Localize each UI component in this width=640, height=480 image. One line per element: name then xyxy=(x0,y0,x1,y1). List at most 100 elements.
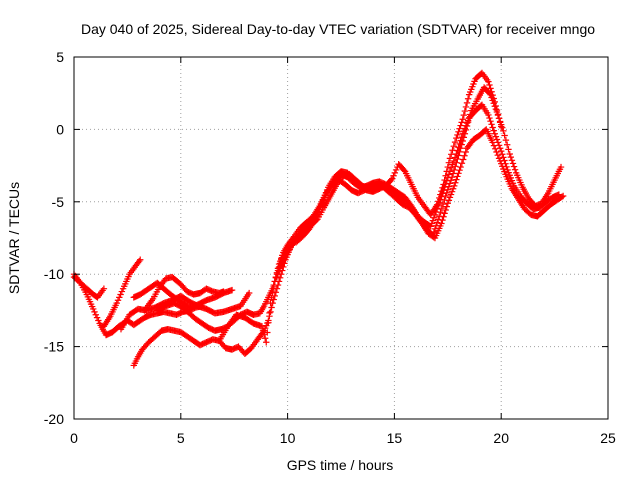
data-point xyxy=(456,166,463,174)
data-point xyxy=(433,201,441,208)
data-point xyxy=(502,136,510,144)
data-point xyxy=(459,116,466,123)
data-point xyxy=(437,191,444,198)
data-point xyxy=(438,220,445,227)
data-point xyxy=(506,150,513,158)
data-point xyxy=(391,169,399,177)
data-point xyxy=(559,192,567,200)
data-point xyxy=(467,111,474,118)
data-point xyxy=(437,209,444,216)
data-point xyxy=(459,156,467,163)
data-point xyxy=(449,147,456,154)
data-point xyxy=(461,152,468,159)
data-point xyxy=(265,319,272,326)
data-point xyxy=(446,180,454,187)
data-point xyxy=(428,220,435,227)
data-point xyxy=(451,166,458,174)
data-point xyxy=(259,327,267,334)
data-point xyxy=(441,196,448,204)
data-point xyxy=(489,139,496,146)
y-axis-label: SDTVAR / TECUs xyxy=(6,182,22,294)
data-point xyxy=(487,117,494,125)
data-point xyxy=(439,200,447,208)
data-point xyxy=(446,194,454,201)
data-point xyxy=(557,163,565,171)
data-point xyxy=(491,98,498,106)
series-track-12 xyxy=(292,69,505,246)
data-point xyxy=(400,166,408,174)
data-point xyxy=(455,128,462,136)
data-point xyxy=(445,159,453,166)
series-track-11 xyxy=(275,84,565,272)
x-tick-label: 15 xyxy=(387,430,403,446)
data-point xyxy=(443,189,450,197)
data-point xyxy=(439,184,446,192)
data-point xyxy=(427,223,434,230)
series-track-3 xyxy=(100,256,144,330)
data-point xyxy=(461,130,469,137)
data-point xyxy=(436,194,443,202)
data-point xyxy=(457,122,464,129)
data-point xyxy=(258,323,266,330)
data-point xyxy=(260,331,268,338)
data-point xyxy=(274,281,282,289)
data-point xyxy=(489,91,496,99)
data-point xyxy=(494,110,502,118)
data-point xyxy=(116,294,123,301)
x-tick-label: 10 xyxy=(280,430,296,446)
data-point xyxy=(137,256,144,263)
data-point xyxy=(454,131,461,139)
data-point xyxy=(488,121,495,128)
data-point xyxy=(493,148,500,156)
data-point xyxy=(496,145,504,152)
data-point xyxy=(271,278,278,285)
data-point xyxy=(266,309,273,317)
data-point xyxy=(228,286,236,294)
data-point xyxy=(502,160,509,167)
data-point xyxy=(503,163,510,171)
data-point xyxy=(490,127,497,134)
data-point xyxy=(117,291,124,298)
data-point xyxy=(442,192,449,200)
data-point xyxy=(312,215,319,223)
data-point xyxy=(449,185,457,192)
data-point xyxy=(496,119,504,126)
data-point xyxy=(485,111,492,119)
data-point xyxy=(263,339,270,346)
data-point xyxy=(492,102,500,110)
data-point xyxy=(499,124,506,131)
data-point xyxy=(464,118,472,126)
data-point xyxy=(389,175,396,182)
data-point xyxy=(459,137,466,145)
data-point xyxy=(456,148,463,156)
data-point xyxy=(500,127,507,135)
data-point xyxy=(462,103,470,111)
data-point xyxy=(313,212,320,220)
data-point xyxy=(457,145,464,152)
data-point xyxy=(430,228,438,236)
data-point xyxy=(317,203,324,210)
data-point xyxy=(429,217,437,224)
data-point xyxy=(432,222,440,229)
data-point xyxy=(267,308,274,316)
data-point xyxy=(453,176,460,183)
data-point xyxy=(457,163,464,171)
data-point xyxy=(268,304,275,311)
data-point xyxy=(135,257,143,265)
data-point xyxy=(114,297,122,304)
data-point xyxy=(452,163,459,170)
x-tick-label: 5 xyxy=(177,430,185,446)
data-series xyxy=(70,69,567,369)
series-track-9 xyxy=(216,126,567,346)
x-tick-label: 20 xyxy=(493,430,509,446)
data-point xyxy=(451,138,459,146)
data-point xyxy=(438,204,446,212)
data-point xyxy=(434,198,442,205)
data-point xyxy=(456,125,463,132)
data-point xyxy=(501,132,508,139)
data-point xyxy=(493,136,501,143)
data-point xyxy=(269,289,276,296)
data-point xyxy=(90,305,97,313)
data-point xyxy=(436,213,443,220)
data-point xyxy=(455,152,462,159)
